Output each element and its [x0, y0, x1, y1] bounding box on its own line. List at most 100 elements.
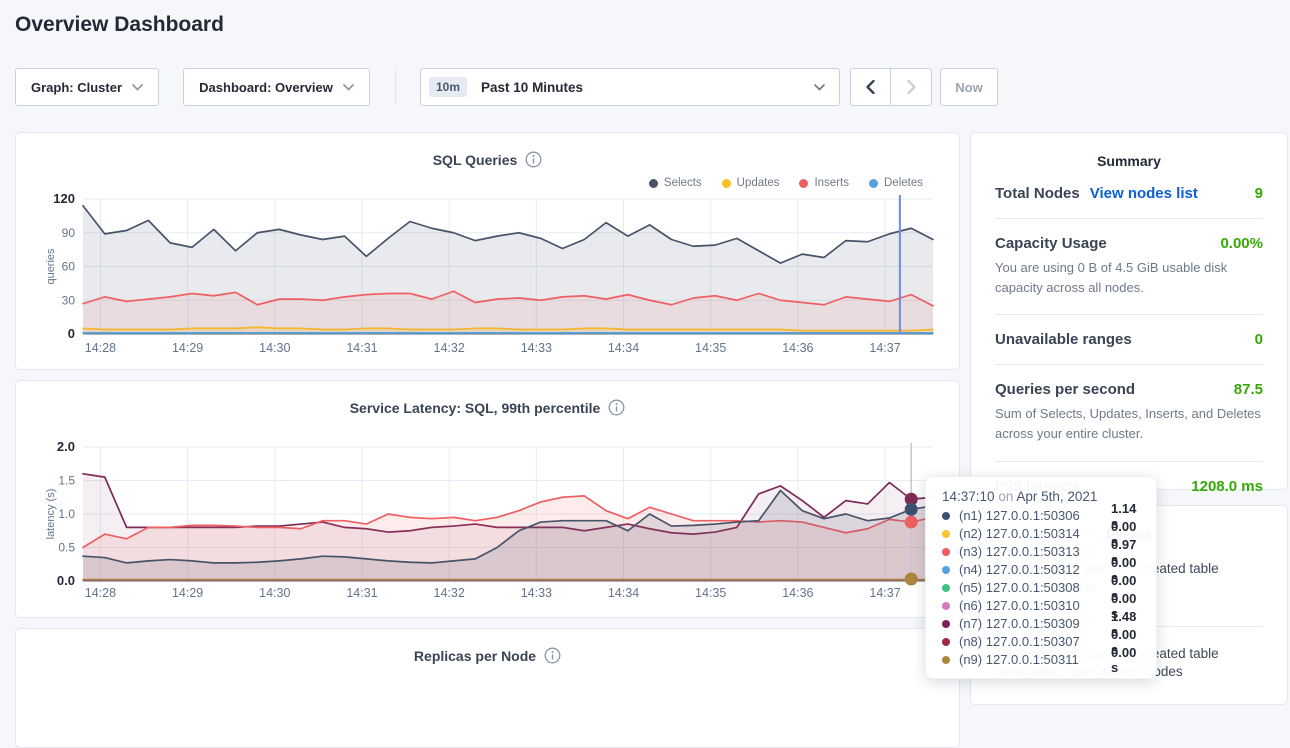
- legend-label: Inserts: [814, 177, 849, 189]
- summary-row-top: Queries per second 87.5: [995, 381, 1263, 398]
- tooltip-node-value: 0.00 s: [1111, 590, 1137, 621]
- legend-item[interactable]: Selects: [648, 177, 702, 189]
- svg-text:14:32: 14:32: [434, 341, 465, 355]
- now-button[interactable]: Now: [940, 68, 998, 106]
- tooltip-node-label: (n6) 127.0.0.1:50310: [959, 598, 1080, 613]
- legend-dot-icon: [648, 178, 658, 188]
- chevron-down-icon: [814, 83, 825, 91]
- info-icon[interactable]: [525, 151, 542, 168]
- svg-text:30: 30: [62, 293, 76, 307]
- tooltip-node-label: (n4) 127.0.0.1:50312: [959, 562, 1080, 577]
- tooltip-row: (n7) 127.0.0.1:50309 1.48 s: [942, 609, 1142, 639]
- tooltip-row: (n8) 127.0.0.1:50307 0.00 s: [942, 627, 1142, 657]
- svg-text:14:36: 14:36: [782, 586, 813, 600]
- time-prev-button[interactable]: [850, 68, 891, 106]
- tooltip-node-value: 0.00 s: [1111, 626, 1137, 657]
- svg-text:14:28: 14:28: [85, 586, 116, 600]
- legend-item[interactable]: Deletes: [869, 177, 923, 189]
- view-nodes-link[interactable]: View nodes list: [1089, 185, 1198, 202]
- svg-text:14:29: 14:29: [172, 341, 203, 355]
- replicas-per-node-title: Replicas per Node: [413, 647, 537, 664]
- series-dot-icon: [942, 547, 950, 556]
- tooltip-row: (n2) 127.0.0.1:50314 0.00 s: [942, 519, 1142, 549]
- svg-text:14:33: 14:33: [521, 341, 552, 355]
- svg-text:1.0: 1.0: [58, 507, 75, 521]
- summary-rows: Total Nodes View nodes list 9 Capacity Usag…: [995, 185, 1263, 495]
- tooltip-node-value: 1.14 s: [1111, 500, 1137, 531]
- series-dot-icon: [942, 637, 950, 646]
- tooltip-row: (n6) 127.0.0.1:50310 0.00 s: [942, 591, 1142, 621]
- tooltip-rows: (n1) 127.0.0.1:50306 1.14 s (n2) 127.0.0.1…: [942, 501, 1142, 675]
- time-range-selector[interactable]: 10m Past 10 Minutes: [420, 68, 840, 106]
- svg-text:14:37: 14:37: [869, 341, 900, 355]
- time-next-button[interactable]: [891, 68, 932, 106]
- page-title: Overview Dashboard: [15, 13, 224, 36]
- tooltip-node-label: (n1) 127.0.0.1:50306: [959, 508, 1080, 523]
- chevron-left-icon: [866, 80, 875, 94]
- tooltip-node-label: (n8) 127.0.0.1:50307: [959, 634, 1080, 649]
- svg-text:latency (s): latency (s): [45, 489, 57, 540]
- chevron-down-icon: [342, 83, 354, 91]
- svg-text:0.5: 0.5: [58, 541, 75, 555]
- divider: [995, 460, 1263, 462]
- tooltip-node-label: (n9) 127.0.0.1:50311: [959, 652, 1079, 667]
- legend-label: Updates: [736, 177, 780, 189]
- summary-row-top: Capacity Usage 0.00%: [995, 235, 1263, 252]
- summary-row: Total Nodes View nodes list 9: [995, 185, 1263, 202]
- divider: [995, 218, 1263, 219]
- summary-description: Sum of Selects, Updates, Inserts, and De…: [995, 406, 1261, 442]
- legend-item[interactable]: Updates: [721, 177, 780, 189]
- graph-dropdown-label: Graph: Cluster: [30, 79, 122, 95]
- svg-text:1.5: 1.5: [58, 474, 75, 488]
- dashboard-dropdown[interactable]: Dashboard: Overview: [183, 68, 370, 106]
- tooltip-node-value: 0.97 s: [1111, 536, 1137, 567]
- tooltip-node-value: 1.48 s: [1111, 608, 1137, 639]
- sql-queries-panel: SQL Queries Selects Updates Inserts Deletes…: [15, 132, 960, 370]
- svg-text:queries: queries: [45, 248, 57, 285]
- tooltip-node-label: (n3) 127.0.0.1:50313: [959, 544, 1080, 559]
- svg-text:0: 0: [68, 326, 75, 341]
- service-latency-chart[interactable]: 14:28 14:29 14:30 14:31 14:32 14:33 14:34 14:35…: [28, 439, 956, 611]
- svg-text:14:34: 14:34: [608, 341, 639, 355]
- summary-row: Unavailable ranges 0: [995, 331, 1263, 348]
- time-nav-group: [850, 68, 932, 106]
- svg-text:90: 90: [62, 226, 76, 240]
- legend-dot-icon: [799, 178, 809, 188]
- summary-label: Unavailable ranges: [995, 331, 1132, 349]
- series-dot-icon: [942, 565, 950, 574]
- summary-panel: Summary Total Nodes View nodes list 9 Capac…: [970, 132, 1288, 495]
- summary-value: 87.5: [1233, 381, 1263, 399]
- tooltip-node-value: 0.00 s: [1111, 572, 1137, 603]
- svg-text:14:30: 14:30: [259, 341, 290, 355]
- svg-text:14:31: 14:31: [346, 341, 377, 355]
- tooltip-row: (n3) 127.0.0.1:50313 0.97 s: [942, 537, 1142, 567]
- svg-text:14:34: 14:34: [608, 586, 639, 600]
- graph-dropdown[interactable]: Graph: Cluster: [15, 68, 159, 106]
- summary-row: Capacity Usage 0.00% You are using 0 B of …: [995, 235, 1263, 298]
- tooltip-row: (n1) 127.0.0.1:50306 1.14 s: [942, 501, 1142, 531]
- tooltip-node-value: 0.00 s: [1111, 644, 1137, 675]
- summary-value: 1208.0 ms: [1191, 477, 1263, 495]
- chevron-down-icon: [132, 83, 143, 91]
- series-dot-icon: [942, 619, 950, 628]
- svg-text:14:33: 14:33: [521, 586, 552, 600]
- legend-label: Deletes: [884, 177, 923, 189]
- summary-value: 0.00%: [1220, 235, 1263, 252]
- tooltip-row: (n4) 127.0.0.1:50312 0.00 s: [942, 555, 1142, 585]
- tooltip-row: (n9) 127.0.0.1:50311 0.00 s: [942, 645, 1142, 675]
- svg-text:14:35: 14:35: [695, 341, 726, 355]
- svg-text:14:36: 14:36: [782, 341, 813, 355]
- summary-label: Capacity Usage: [995, 235, 1107, 252]
- svg-text:14:29: 14:29: [172, 586, 203, 600]
- legend-item[interactable]: Inserts: [799, 177, 849, 189]
- divider: [995, 364, 1263, 366]
- svg-text:0.0: 0.0: [57, 573, 75, 588]
- tooltip-timestamp: 14:37:10 on Apr 5th, 2021: [942, 489, 1098, 504]
- series-dot-icon: [942, 583, 950, 592]
- summary-label: Total Nodes: [995, 185, 1080, 202]
- tooltip-node-label: (n2) 127.0.0.1:50314: [959, 526, 1080, 541]
- sql-queries-chart[interactable]: 14:28 14:29 14:30 14:31 14:32 14:33 14:34 14:35…: [28, 191, 956, 367]
- svg-text:120: 120: [53, 191, 75, 206]
- info-icon[interactable]: [544, 647, 561, 664]
- info-icon[interactable]: [608, 399, 625, 416]
